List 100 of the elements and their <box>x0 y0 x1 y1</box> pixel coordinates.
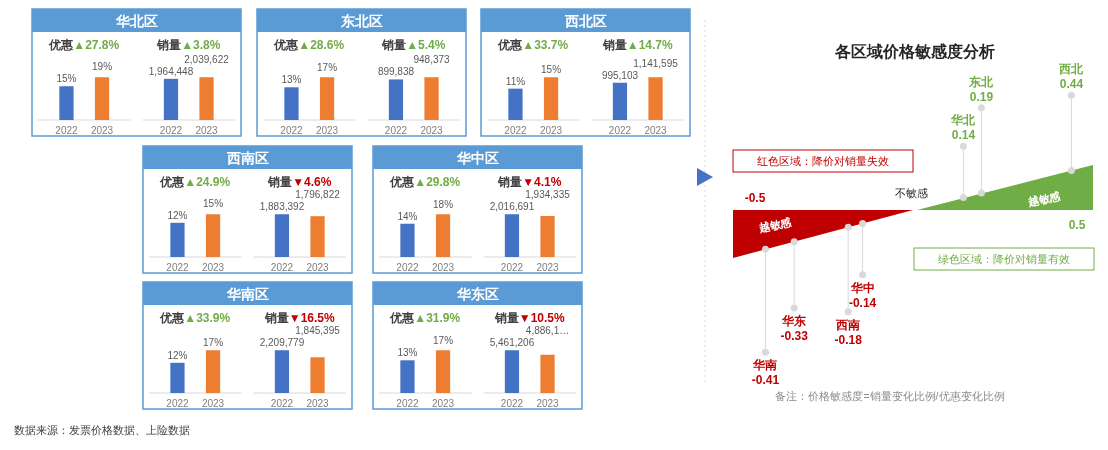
x-tick-label: 2022 <box>396 398 420 409</box>
data-label: 15% <box>203 197 224 209</box>
category-label: 西北 <box>1058 62 1085 77</box>
data-label: -0.41 <box>751 373 780 388</box>
x-tick-label: 2022 <box>500 262 524 273</box>
x-tick-label: 2023 <box>539 125 563 136</box>
x-tick-label: 2023 <box>536 262 560 273</box>
x-tick-label: 2023 <box>431 262 455 273</box>
x-tick-label: 2022 <box>384 125 408 136</box>
data-label: 17% <box>203 337 224 349</box>
chart-title: 西北区 <box>563 13 607 29</box>
data-label: 18% <box>433 198 454 210</box>
category-label: 华北 <box>950 113 977 128</box>
x-tick-label: 2022 <box>396 262 420 273</box>
category-label: 东北 <box>968 74 995 89</box>
chart-subtitle: 销量 <box>493 311 519 325</box>
text: ▲31.9% <box>414 311 461 325</box>
x-tick-label: 2023 <box>201 262 225 273</box>
x-tick-label: 2023 <box>306 262 330 273</box>
data-label: 2,039,622 <box>184 53 230 65</box>
chart-subtitle: 优惠 <box>159 175 186 189</box>
x-tick-label: 2023 <box>315 125 339 136</box>
source-note: 数据来源：发票价格数据、上险数据 <box>14 424 190 436</box>
text: 备注：价格敏感度=销量变化比例/优惠变化比例 <box>775 390 1005 402</box>
text: ▲29.8% <box>414 175 461 189</box>
chart-subtitle: 优惠 <box>389 311 416 325</box>
data-label: 1,883,392 <box>259 201 305 213</box>
data-label: 19% <box>92 61 113 73</box>
text: ▲24.9% <box>184 175 231 189</box>
data-label: 13% <box>281 74 302 86</box>
data-label: 1,796,822 <box>295 189 341 201</box>
data-label: 12% <box>167 209 188 221</box>
data-label: 1,845,395 <box>295 325 341 337</box>
chart-subtitle: 销量 <box>263 311 289 325</box>
data-label: 5,461,206 <box>489 337 535 349</box>
data-label: 4,886,1… <box>525 325 570 337</box>
x-tick-label: 2023 <box>306 398 330 409</box>
text: 各区域价格敏感度分析 <box>834 42 995 60</box>
category-label: 西南 <box>835 317 861 332</box>
x-tick-label: 2023 <box>644 125 668 136</box>
data-label: 17% <box>317 62 338 74</box>
data-label: 12% <box>167 349 188 361</box>
category-label: 华中 <box>849 280 875 295</box>
text: 越敏感 <box>756 215 794 235</box>
text: 0.5 <box>1068 218 1086 232</box>
chart-title: 华中区 <box>455 150 499 166</box>
data-label: -0.14 <box>848 295 877 310</box>
text: -0.5 <box>744 191 766 205</box>
data-label: -0.33 <box>780 329 809 344</box>
chart-title: 西南区 <box>225 150 269 166</box>
chart-title: 东北区 <box>339 13 383 29</box>
text: ▼16.5% <box>288 311 336 325</box>
data-label: 995,103 <box>601 69 639 81</box>
x-tick-label: 2023 <box>431 398 455 409</box>
x-tick-label: 2023 <box>536 398 560 409</box>
x-tick-label: 2023 <box>420 125 444 136</box>
data-label: 15% <box>56 73 77 85</box>
data-label: -0.18 <box>834 332 863 347</box>
text: ▲3.8% <box>181 38 221 52</box>
data-label: 1,964,448 <box>148 65 194 77</box>
chart-subtitle: 销量 <box>601 38 627 52</box>
data-label: 0.14 <box>951 128 976 143</box>
data-label: 1,141,595 <box>633 57 679 69</box>
data-label: 13% <box>397 347 418 359</box>
data-label: 11% <box>505 75 526 87</box>
text: ▼10.5% <box>518 311 566 325</box>
text: ▼4.6% <box>292 175 332 189</box>
chart-title: 华东区 <box>455 286 499 302</box>
text: ▼4.1% <box>522 175 562 189</box>
data-label: 2,209,779 <box>259 337 305 349</box>
chart-subtitle: 销量 <box>381 38 407 52</box>
data-label: 0.44 <box>1059 77 1084 92</box>
data-label: 948,373 <box>413 54 451 66</box>
x-tick-label: 2023 <box>201 398 225 409</box>
data-label: 17% <box>433 335 454 347</box>
chart-subtitle: 销量 <box>156 38 182 52</box>
data-label: 15% <box>541 63 562 75</box>
chart-subtitle: 优惠 <box>48 38 75 52</box>
chart-title: 华南区 <box>225 286 269 302</box>
x-tick-label: 2022 <box>500 398 524 409</box>
text: ▲5.4% <box>406 38 446 52</box>
x-tick-label: 2022 <box>159 125 183 136</box>
text: 红色区域：降价对销量失效 <box>757 155 889 167</box>
x-tick-label: 2022 <box>166 398 190 409</box>
text: ▲27.8% <box>73 38 120 52</box>
x-tick-label: 2022 <box>270 398 294 409</box>
data-label: 14% <box>397 210 418 222</box>
x-tick-label: 2022 <box>608 125 632 136</box>
x-tick-label: 2023 <box>90 125 114 136</box>
x-tick-label: 2022 <box>504 125 528 136</box>
data-label: 899,838 <box>377 66 415 78</box>
x-tick-label: 2022 <box>280 125 304 136</box>
data-label: 0.19 <box>969 89 994 104</box>
x-tick-label: 2022 <box>55 125 79 136</box>
text: ▲14.7% <box>626 38 674 52</box>
chart-subtitle: 优惠 <box>273 38 300 52</box>
chart-subtitle: 销量 <box>267 175 293 189</box>
chart-subtitle: 优惠 <box>389 175 416 189</box>
x-tick-label: 2023 <box>195 125 219 136</box>
text: 绿色区域：降价对销量有效 <box>938 253 1070 265</box>
